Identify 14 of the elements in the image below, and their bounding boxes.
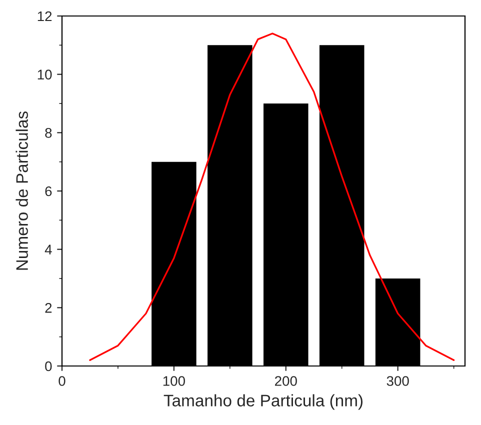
- line-series: [89, 32, 455, 361]
- x-tick-label: 0: [58, 376, 66, 386]
- y-tick-label: 6: [45, 186, 52, 196]
- x-tick-label: 200: [275, 376, 297, 386]
- x-tick-label: 100: [163, 376, 185, 386]
- y-axis-title: Numero de Particulas: [16, 111, 28, 270]
- y-tick-label: 10: [38, 70, 52, 80]
- x-tick-label: 300: [386, 376, 409, 386]
- x-axis-title: Tamanho de Particula (nm): [164, 394, 363, 410]
- y-tick-label: 12: [38, 11, 52, 22]
- y-tick-label: 0: [45, 361, 52, 372]
- y-tick-label: 8: [45, 128, 52, 138]
- y-tick-label: 4: [44, 244, 52, 254]
- y-tick-label: 2: [45, 303, 52, 313]
